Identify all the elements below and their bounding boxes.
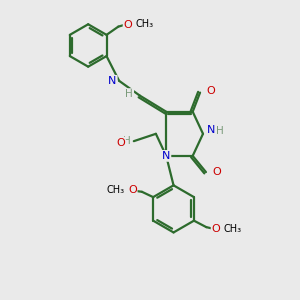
Text: O: O (124, 20, 132, 30)
Text: N: N (206, 125, 215, 135)
Text: O: O (128, 185, 137, 195)
Text: O: O (116, 138, 125, 148)
Text: O: O (212, 224, 220, 234)
Text: CH₃: CH₃ (224, 224, 242, 235)
Text: H: H (123, 136, 131, 146)
Text: N: N (108, 76, 117, 86)
Text: CH₃: CH₃ (136, 19, 154, 29)
Text: N: N (162, 151, 170, 161)
Text: CH₃: CH₃ (106, 185, 124, 195)
Text: H: H (216, 126, 224, 136)
Text: O: O (206, 86, 215, 96)
Text: O: O (212, 167, 221, 177)
Text: H: H (125, 89, 133, 99)
